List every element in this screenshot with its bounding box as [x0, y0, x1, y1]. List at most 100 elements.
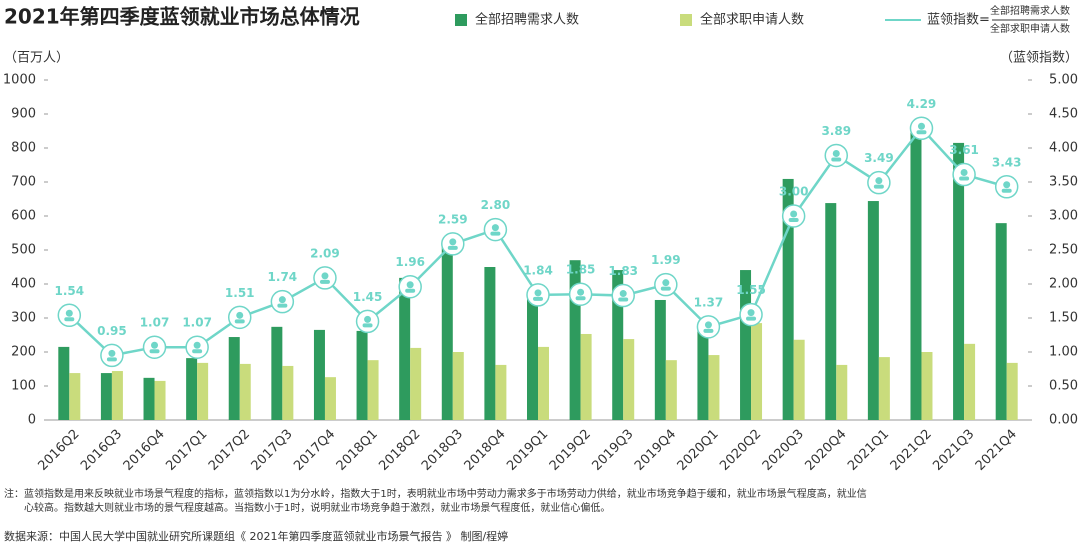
- legend-label: 全部招聘需求人数: [475, 12, 579, 28]
- marker-icon: [875, 177, 883, 185]
- legend-label: 蓝领指数=: [927, 13, 990, 28]
- y-axis-label: （百万人）: [4, 51, 69, 66]
- marker-icon: [491, 224, 499, 232]
- marker-icon: [236, 311, 244, 319]
- bar: [100, 373, 112, 420]
- data-label: 3.00: [779, 185, 809, 199]
- data-label: 2.80: [481, 198, 511, 212]
- bar: [921, 352, 933, 420]
- bar: [324, 377, 336, 420]
- marker-icon: [704, 321, 712, 329]
- bar: [58, 346, 70, 420]
- data-label: 1.55: [736, 283, 766, 297]
- bar: [186, 358, 198, 420]
- bar: [953, 142, 965, 420]
- marker-icon: [703, 328, 714, 333]
- bar: [836, 364, 848, 420]
- bar: [964, 343, 976, 420]
- y2-tick-label: 3.50: [1049, 175, 1078, 190]
- x-tick-label: 2017Q3: [249, 427, 296, 474]
- marker-icon: [151, 341, 159, 349]
- bar: [782, 178, 794, 420]
- marker-icon: [916, 130, 927, 135]
- y2-tick-label: 1.00: [1049, 345, 1078, 360]
- bar: [356, 330, 368, 420]
- data-label: 2.09: [310, 246, 340, 260]
- x-tick-label: 2020Q2: [717, 427, 764, 474]
- y-tick-label: 100: [11, 379, 36, 394]
- x-tick-label: 2016Q4: [121, 427, 168, 474]
- marker-icon: [64, 317, 75, 322]
- bar: [313, 329, 325, 420]
- bar: [623, 339, 635, 420]
- x-tick-label: 2017Q1: [163, 427, 210, 474]
- bar: [654, 299, 666, 420]
- y-tick-label: 500: [11, 243, 36, 258]
- bar: [484, 267, 496, 420]
- legend-label: 全部求职申请人数: [700, 12, 804, 28]
- x-tick-label: 2021Q3: [930, 427, 977, 474]
- data-label: 1.07: [140, 316, 170, 330]
- y2-tick-label: 0.50: [1049, 379, 1078, 394]
- marker-icon: [1003, 181, 1011, 189]
- bar: [495, 364, 507, 420]
- x-tick-label: 2017Q4: [291, 427, 338, 474]
- marker-icon: [108, 349, 116, 357]
- marker-icon: [832, 149, 840, 157]
- x-tick-label: 2019Q4: [632, 427, 679, 474]
- y2-tick-label: 5.00: [1049, 73, 1078, 88]
- y-tick-label: 200: [11, 345, 36, 360]
- data-label: 3.89: [821, 124, 851, 138]
- data-label: 1.74: [268, 270, 298, 284]
- data-label: 2.59: [438, 212, 468, 226]
- y2-tick-label: 2.00: [1049, 277, 1078, 292]
- y2-tick-label: 3.00: [1049, 209, 1078, 224]
- x-tick-label: 2021Q1: [845, 427, 892, 474]
- data-label: 1.37: [694, 295, 724, 309]
- legend-formula: 全部求职申请人数: [990, 22, 1070, 35]
- bar: [878, 357, 890, 420]
- bar: [197, 362, 209, 420]
- note: 心较高。指数越大则就业市场的景气程度越高。当指数小于1时，说明就业市场竞争趋于激…: [24, 501, 610, 514]
- bar: [580, 333, 592, 420]
- x-tick-label: 2016Q3: [78, 427, 125, 474]
- bar: [452, 352, 464, 420]
- bar: [867, 201, 879, 420]
- data-label: 1.07: [182, 316, 212, 330]
- marker-icon: [193, 341, 201, 349]
- marker-icon: [747, 309, 755, 317]
- x-tick-label: 2016Q2: [36, 427, 83, 474]
- marker-icon: [790, 210, 798, 218]
- marker-icon: [873, 184, 884, 189]
- x-tick-label: 2021Q2: [888, 427, 935, 474]
- marker-icon: [234, 319, 245, 324]
- data-label: 1.51: [225, 286, 255, 300]
- bar: [410, 347, 422, 420]
- marker-icon: [149, 349, 160, 354]
- x-tick-label: 2019Q3: [589, 427, 636, 474]
- y-tick-label: 0: [28, 413, 36, 428]
- marker-icon: [278, 296, 286, 304]
- marker-icon: [917, 122, 925, 130]
- x-tick-label: 2020Q3: [760, 427, 807, 474]
- x-tick-label: 2020Q1: [675, 427, 722, 474]
- y-tick-label: 1000: [3, 73, 36, 88]
- bar: [751, 323, 763, 420]
- x-tick-label: 2018Q2: [376, 427, 423, 474]
- data-label: 1.96: [395, 255, 425, 269]
- marker-icon: [449, 238, 457, 246]
- y2-tick-label: 4.50: [1049, 107, 1078, 122]
- bar: [708, 355, 720, 420]
- marker-icon: [321, 272, 329, 280]
- marker-icon: [192, 349, 203, 354]
- marker-icon: [65, 309, 73, 317]
- bar: [995, 223, 1007, 420]
- marker-icon: [364, 315, 372, 323]
- bar: [527, 290, 538, 420]
- data-label: 1.99: [651, 253, 681, 267]
- marker-icon: [405, 288, 416, 293]
- marker-icon: [1001, 188, 1012, 193]
- data-label: 1.54: [54, 284, 84, 298]
- bar: [697, 329, 709, 420]
